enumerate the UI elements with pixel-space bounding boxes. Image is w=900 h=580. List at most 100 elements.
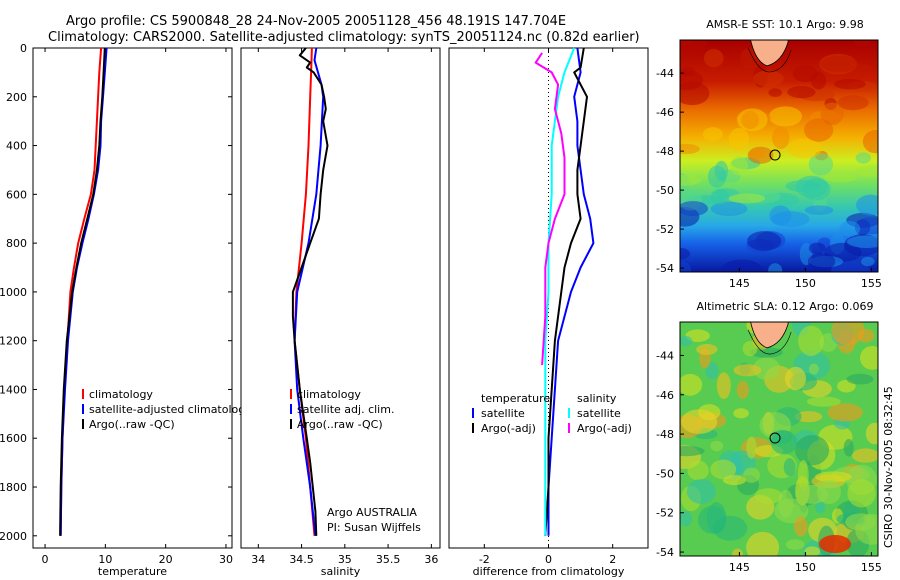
map-panel-2: 145 150 155 -44 -46 -48 -50 -52 -54 Altimetric SL…	[656, 300, 882, 574]
y-tick-label: -44	[656, 67, 674, 80]
sla-texture-patch	[680, 335, 693, 347]
sst-texture-patch	[710, 188, 730, 205]
series-line-4	[534, 52, 566, 366]
sla-texture-patch	[722, 475, 747, 486]
y-tick-label: 200	[6, 91, 27, 104]
x-tick-label: 145	[729, 561, 750, 574]
profile-panel-2: 34 34.5 35 35.5 36 salinity climatology satelli…	[240, 47, 441, 578]
legend-label: climatology	[297, 388, 361, 401]
x-tick-label: 155	[861, 277, 882, 290]
sst-texture-patch	[728, 193, 766, 204]
legend-label: climatology	[89, 388, 153, 401]
sla-texture-patch	[785, 539, 805, 550]
sla-texture-patch	[816, 480, 841, 505]
sla-texture-patch	[746, 531, 780, 556]
sst-texture-patch	[730, 155, 749, 176]
sla-texture-patch	[749, 347, 783, 358]
sla-texture-patch	[733, 364, 762, 377]
legend-group-title: salinity	[577, 392, 617, 405]
argo-float-marker	[769, 149, 781, 161]
sla-texture-patch	[681, 409, 718, 434]
sst-texture-patch	[854, 40, 871, 48]
sla-texture-patch	[814, 471, 852, 483]
sla-texture-patch	[680, 373, 703, 396]
land-tasmania	[750, 322, 789, 349]
sst-texture-patch	[856, 194, 878, 216]
sla-texture-patch	[716, 372, 731, 400]
sla-texture-patch	[753, 357, 781, 381]
y-tick-label: 1600	[0, 432, 27, 445]
x-tick-label: 155	[861, 561, 882, 574]
sla-texture-patch	[696, 343, 718, 355]
sla-texture-patch	[736, 380, 749, 399]
y-tick-label: -44	[656, 349, 674, 362]
sst-texture-patch	[787, 138, 822, 159]
sla-texture-patch	[710, 440, 724, 452]
sst-texture-patch	[748, 150, 765, 160]
sst-texture-patch	[855, 152, 871, 164]
sst-texture-patch	[810, 71, 827, 90]
sla-texture-patch	[797, 460, 809, 491]
sst-texture-patch	[680, 70, 704, 91]
series-line-3	[544, 47, 576, 536]
sst-texture-patch	[785, 180, 821, 192]
sst-texture-patch	[753, 70, 784, 87]
x-tick-label: 35	[338, 553, 352, 566]
y-tick-label: -54	[656, 546, 674, 559]
sst-texture-patch	[856, 165, 878, 178]
x-tick-label: 36	[424, 553, 438, 566]
shelf-contour	[747, 329, 792, 355]
sla-texture-patch	[710, 459, 737, 480]
y-tick-label: -48	[656, 428, 674, 441]
x-tick-label: 145	[729, 277, 750, 290]
profile-panel-1: 0 10 20 30 0 200 400 600 800 1000 1200 1400 1600 1800…	[0, 42, 245, 578]
y-tick-label: -50	[656, 467, 674, 480]
sst-texture-patch	[741, 110, 759, 130]
sst-texture-patch	[861, 256, 875, 267]
sla-texture-patch	[770, 430, 798, 455]
sst-texture-patch	[680, 174, 702, 186]
legend-label: satellite-adjusted climatolog	[89, 403, 245, 416]
series-line-2	[293, 47, 325, 536]
sst-texture-patch	[807, 252, 836, 271]
sla-texture-patch	[732, 548, 744, 556]
sla-texture-patch	[831, 322, 865, 346]
y-tick-label: 1400	[0, 383, 27, 396]
annotation-text: PI: Susan Wijffels	[327, 521, 421, 534]
series-line-1	[293, 47, 316, 536]
sla-texture-patch	[806, 396, 841, 407]
sst-texture-patch	[804, 118, 834, 142]
y-tick-label: -54	[656, 262, 674, 275]
sla-texture-patch	[746, 436, 757, 459]
y-tick-label: 400	[6, 140, 27, 153]
x-tick-label: 35.5	[376, 553, 401, 566]
sst-texture-patch	[862, 129, 878, 154]
sla-texture-patch	[783, 458, 796, 476]
legend-label: Argo(-adj)	[481, 422, 536, 435]
sst-texture-patch	[702, 127, 723, 142]
sla-texture-patch	[686, 478, 716, 504]
y-tick-label: -52	[656, 223, 674, 236]
header-title-line1: Argo profile: CS 5900848_28 24-Nov-2005 …	[66, 14, 567, 29]
sla-texture-patch	[827, 403, 863, 422]
shelf-contour	[747, 47, 792, 73]
x-tick-label: 150	[795, 561, 816, 574]
legend-label: Argo(..raw -QC)	[297, 418, 383, 431]
sst-texture-patch	[824, 172, 858, 183]
y-tick-label: 1200	[0, 335, 27, 348]
sla-texture-patch	[754, 488, 783, 505]
sla-texture-patch	[784, 366, 807, 391]
legend-group-title: temperature	[481, 392, 550, 405]
sla-high-anomaly-patch	[819, 535, 851, 553]
legend-label: satellite adj. clim.	[297, 403, 394, 416]
sla-texture-patch	[846, 373, 874, 385]
sla-texture-patch	[843, 439, 854, 457]
plot-frame	[32, 47, 233, 549]
sla-texture-patch	[706, 502, 727, 535]
y-tick-label: -50	[656, 184, 674, 197]
argo-float-marker	[769, 432, 781, 444]
header-title-line2: Climatology: CARS2000. Satellite-adjuste…	[48, 30, 640, 45]
y-tick-label: -52	[656, 507, 674, 520]
y-tick-label: 600	[6, 188, 27, 201]
